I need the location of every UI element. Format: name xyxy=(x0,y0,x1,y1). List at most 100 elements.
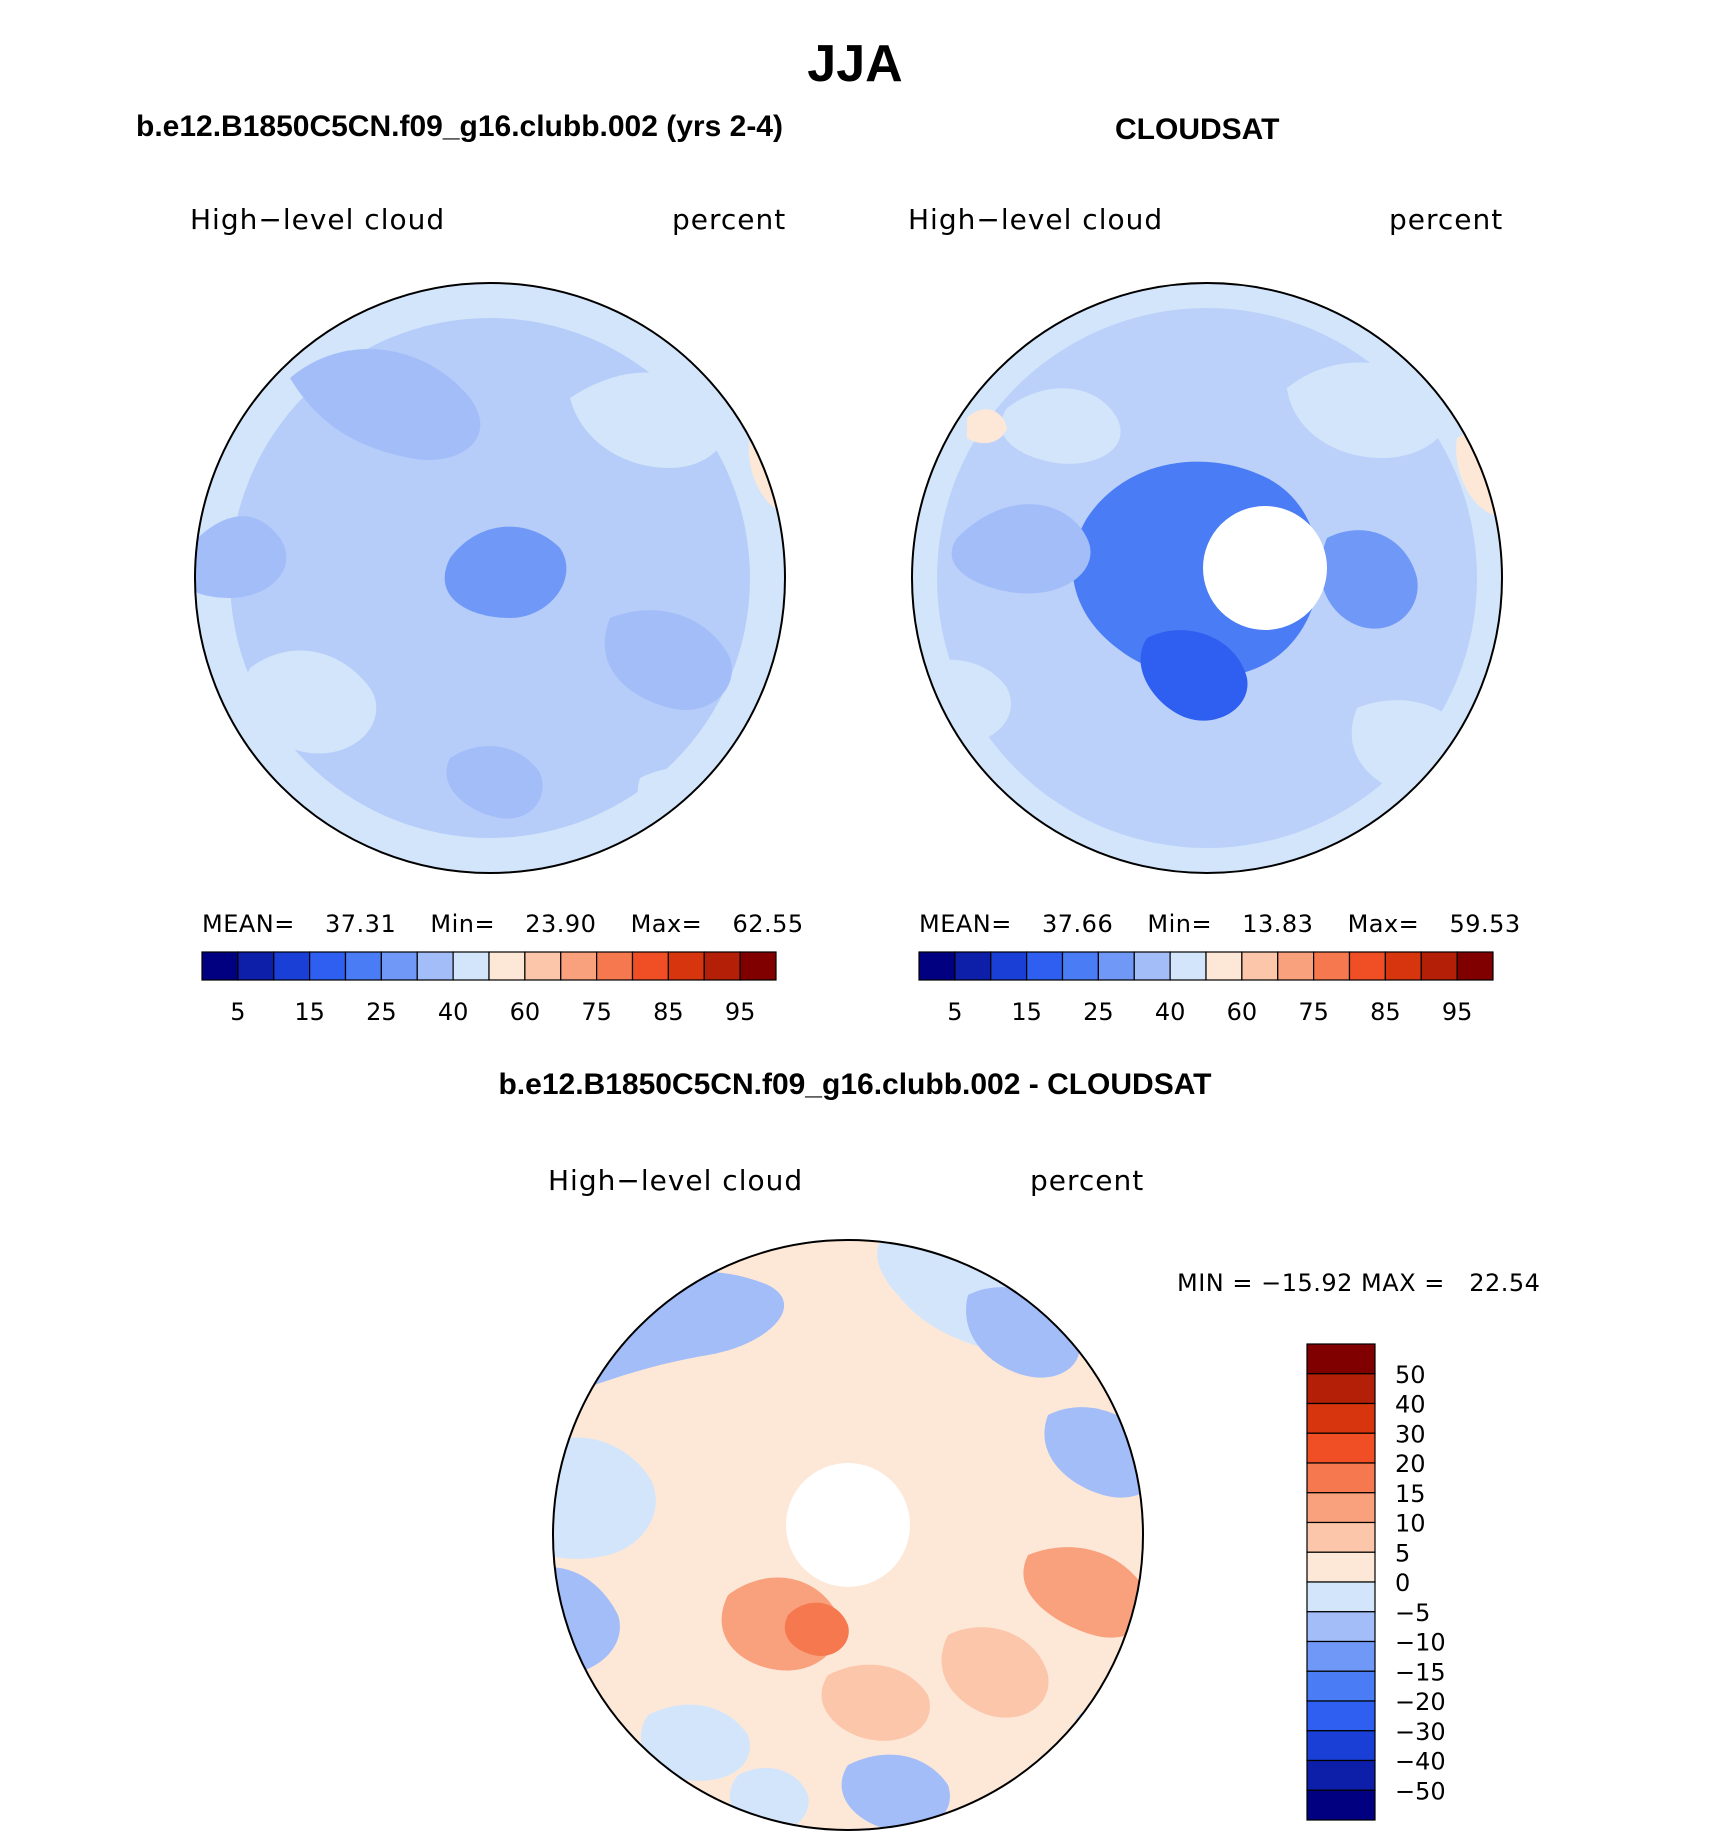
colorbar-swatch xyxy=(1306,1581,1376,1613)
colorbar-tick-label: 15 xyxy=(1395,1480,1426,1508)
colorbar-swatch xyxy=(1306,1343,1376,1375)
colorbar-cloudsat: 5 15 25 40 60 75 85 95 xyxy=(918,951,1494,1026)
colorbar-tick-label: 95 xyxy=(725,998,756,1026)
colorbar-swatch xyxy=(309,951,347,981)
colorbar-swatch xyxy=(452,951,490,981)
colorbar-swatch xyxy=(560,951,598,981)
colorbar-tick-label: 10 xyxy=(1395,1510,1426,1538)
max-value: 59.53 xyxy=(1449,910,1521,938)
colorbar-tick-label: 20 xyxy=(1395,1450,1426,1478)
colorbar-tick-label: −5 xyxy=(1395,1599,1430,1627)
colorbar-swatch xyxy=(1306,1551,1376,1583)
colorbar-swatch xyxy=(631,951,669,981)
colorbar-tick-label: 95 xyxy=(1442,998,1473,1026)
colorbar-swatch xyxy=(344,951,382,981)
colorbar-swatch xyxy=(1306,1759,1376,1791)
panel-diff-units-label: percent xyxy=(1030,1164,1145,1197)
colorbar-tick-label: 15 xyxy=(294,998,325,1026)
panel-obs-units-label: percent xyxy=(1389,203,1504,236)
colorbar-swatch xyxy=(1306,1521,1376,1553)
mean-value: 37.31 xyxy=(325,910,397,938)
min-value: 13.83 xyxy=(1242,910,1314,938)
colorbar-swatch xyxy=(1384,951,1422,981)
colorbar-tick-label: 15 xyxy=(1011,998,1042,1026)
min-value: 23.90 xyxy=(525,910,597,938)
colorbar-tick-label: 75 xyxy=(1298,998,1329,1026)
colorbar-swatch xyxy=(1306,1492,1376,1524)
min-label: Min= xyxy=(1147,910,1213,938)
colorbar-tick-label: 50 xyxy=(1395,1361,1426,1389)
colorbar-swatch xyxy=(596,951,634,981)
colorbar-tick-label: −10 xyxy=(1395,1629,1446,1657)
colorbar-swatch xyxy=(1420,951,1458,981)
mean-value: 37.66 xyxy=(1042,910,1114,938)
min-label: Min= xyxy=(430,910,496,938)
colorbar-tick-label: 5 xyxy=(1395,1539,1410,1567)
colorbar-swatch xyxy=(201,951,239,981)
panel-model-units-label: percent xyxy=(672,203,787,236)
panel-diff-heading: b.e12.B1850C5CN.f09_g16.clubb.002 - CLOU… xyxy=(498,1068,1212,1101)
pole-hole xyxy=(786,1463,910,1587)
colorbar-swatch xyxy=(1169,951,1207,981)
colorbar-swatch xyxy=(237,951,275,981)
colorbar-swatch xyxy=(918,951,956,981)
colorbar-tick-label: 40 xyxy=(1155,998,1186,1026)
colorbar-tick-label: 85 xyxy=(653,998,684,1026)
colorbar-swatch xyxy=(1306,1611,1376,1643)
colorbar-swatch xyxy=(1133,951,1171,981)
colorbar-swatch xyxy=(954,951,992,981)
colorbar-swatch xyxy=(1313,951,1351,981)
colorbar-tick-label: −50 xyxy=(1395,1777,1446,1805)
colorbar-tick-label: 60 xyxy=(1227,998,1258,1026)
max-label: Max= xyxy=(1347,910,1420,938)
colorbar-tick-label: 75 xyxy=(581,998,612,1026)
map-difference xyxy=(552,1239,1144,1831)
colorbar-swatch xyxy=(1306,1789,1376,1821)
colorbar-swatch xyxy=(1241,951,1279,981)
pole-hole xyxy=(1203,506,1327,630)
mean-label: MEAN= xyxy=(202,910,295,938)
colorbar-swatch xyxy=(273,951,311,981)
colorbar-swatch xyxy=(667,951,705,981)
map-cloudsat xyxy=(911,282,1503,874)
colorbar-tick-label: 40 xyxy=(1395,1391,1426,1419)
colorbar-tick-label: 40 xyxy=(438,998,469,1026)
max-label: Max= xyxy=(630,910,703,938)
colorbar-swatch xyxy=(488,951,526,981)
colorbar-tick-label: 60 xyxy=(510,998,541,1026)
colorbar-swatch xyxy=(380,951,418,981)
panel-model-variable-label: High−level cloud xyxy=(190,203,446,236)
panel-model-stats: MEAN= 37.31 Min= 23.90 Max= 62.55 xyxy=(202,910,804,938)
colorbar-swatch xyxy=(524,951,562,981)
colorbar-tick-label: 25 xyxy=(366,998,397,1026)
colorbar-swatch xyxy=(1306,1432,1376,1464)
colorbar-swatch xyxy=(1306,1462,1376,1494)
colorbar-swatch xyxy=(1306,1730,1376,1762)
colorbar-tick-label: 25 xyxy=(1083,998,1114,1026)
panel-obs-heading: CLOUDSAT xyxy=(1115,113,1280,146)
colorbar-swatch xyxy=(1456,951,1494,981)
colorbar-swatch xyxy=(1306,1402,1376,1434)
panel-obs-stats: MEAN= 37.66 Min= 13.83 Max= 59.53 xyxy=(919,910,1521,938)
max-value: 62.55 xyxy=(732,910,804,938)
colorbar-swatch xyxy=(1026,951,1064,981)
colorbar-tick-label: 30 xyxy=(1395,1420,1426,1448)
colorbar-swatch xyxy=(416,951,454,981)
mean-label: MEAN= xyxy=(919,910,1012,938)
colorbar-tick-label: 5 xyxy=(230,998,245,1026)
colorbar-swatch xyxy=(1306,1640,1376,1672)
colorbar-tick-label: −30 xyxy=(1395,1718,1446,1746)
panel-model-heading: b.e12.B1850C5CN.f09_g16.clubb.002 (yrs 2… xyxy=(136,110,783,143)
colorbar-swatch xyxy=(1306,1670,1376,1702)
panel-diff-minmax: MIN = −15.92 MAX = 22.54 xyxy=(1177,1269,1541,1297)
colorbar-swatch xyxy=(1277,951,1315,981)
colorbar-model: 5 15 25 40 60 75 85 95 xyxy=(201,951,777,1026)
colorbar-tick-label: −40 xyxy=(1395,1748,1446,1776)
colorbar-swatch xyxy=(1097,951,1135,981)
map-model xyxy=(194,282,786,878)
colorbar-swatch xyxy=(703,951,741,981)
colorbar-tick-label: 0 xyxy=(1395,1569,1410,1597)
colorbar-swatch xyxy=(1306,1700,1376,1732)
colorbar-swatch xyxy=(1205,951,1243,981)
